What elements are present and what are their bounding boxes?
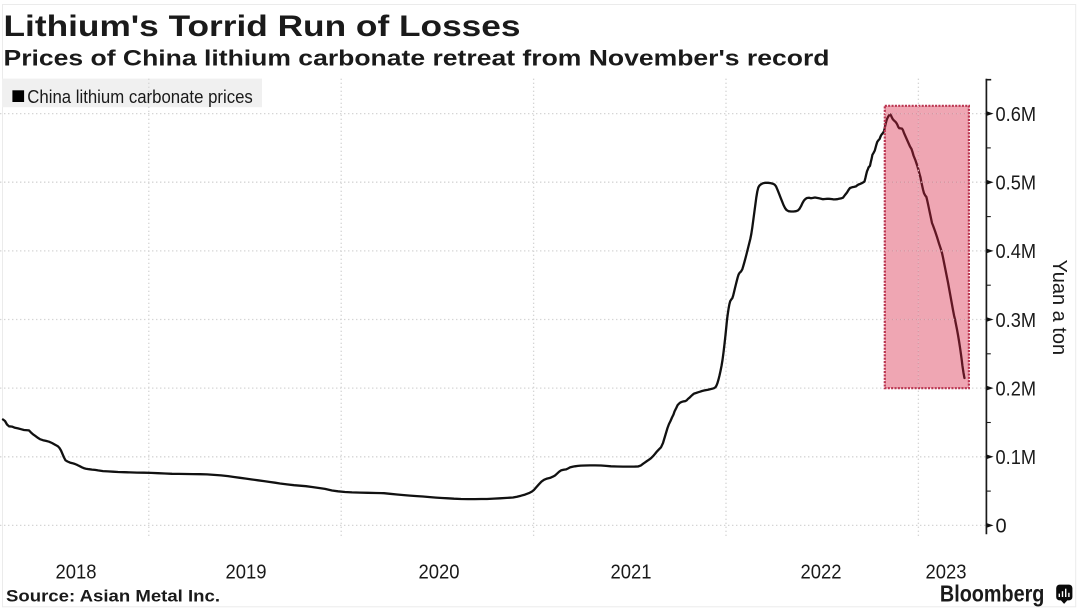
svg-text:0.2M: 0.2M [996,378,1037,400]
svg-text:2021: 2021 [611,562,652,584]
svg-text:0.5M: 0.5M [996,173,1037,195]
svg-text:Source: Asian Metal Inc.: Source: Asian Metal Inc. [6,587,220,605]
svg-text:0: 0 [996,516,1007,538]
svg-text:Prices of China lithium carbon: Prices of China lithium carbonate retrea… [4,45,830,70]
svg-text:2018: 2018 [56,562,97,584]
svg-text:China lithium carbonate prices: China lithium carbonate prices [27,87,253,107]
svg-text:2020: 2020 [419,562,460,584]
svg-text:0.1M: 0.1M [996,447,1037,469]
svg-text:2019: 2019 [226,562,267,584]
svg-text:0.3M: 0.3M [996,310,1037,332]
svg-text:Lithium's Torrid Run of Losses: Lithium's Torrid Run of Losses [4,10,521,43]
svg-text:2022: 2022 [801,562,842,584]
svg-text:Yuan a ton: Yuan a ton [1048,260,1070,356]
svg-text:Bloomberg: Bloomberg [940,581,1045,607]
svg-text:0.6M: 0.6M [996,104,1037,126]
svg-text:2023: 2023 [926,562,967,584]
svg-text:0.4M: 0.4M [996,241,1037,263]
